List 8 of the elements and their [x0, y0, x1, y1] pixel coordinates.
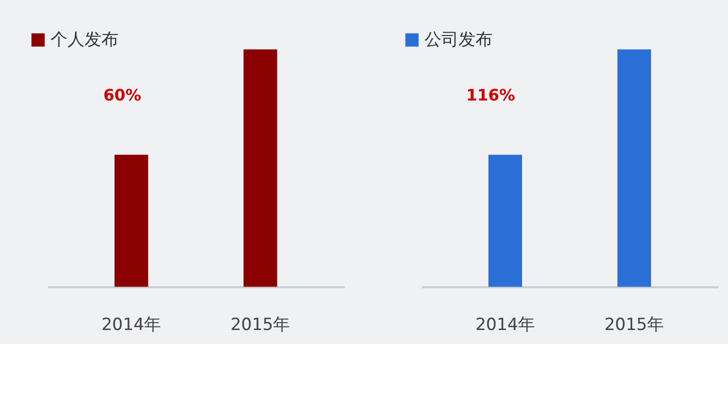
legend-label: 公司发布 — [424, 28, 492, 49]
annotation: 60% — [103, 85, 142, 104]
x-tick-label: 2015年 — [604, 314, 664, 334]
legend-label: 个人发布 — [50, 28, 118, 49]
annotation: 116% — [466, 85, 516, 104]
x-tick-label: 2014年 — [101, 314, 162, 334]
x-tick-label: 2015年 — [230, 314, 290, 334]
x-tick-label: 2014年 — [475, 314, 536, 334]
